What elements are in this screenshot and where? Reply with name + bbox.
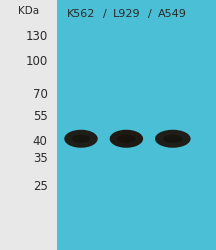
Text: 130: 130 bbox=[25, 30, 48, 43]
Text: /: / bbox=[103, 9, 107, 19]
Text: KDa: KDa bbox=[17, 6, 39, 16]
Ellipse shape bbox=[72, 135, 90, 143]
Text: /: / bbox=[148, 9, 152, 19]
Text: A549: A549 bbox=[158, 9, 187, 19]
Text: L929: L929 bbox=[113, 9, 140, 19]
Text: K562: K562 bbox=[67, 9, 95, 19]
Ellipse shape bbox=[110, 130, 143, 148]
Text: 35: 35 bbox=[33, 152, 48, 165]
Text: 70: 70 bbox=[33, 88, 48, 102]
Ellipse shape bbox=[155, 130, 191, 148]
Text: 25: 25 bbox=[33, 180, 48, 193]
Text: 100: 100 bbox=[25, 55, 48, 68]
Ellipse shape bbox=[117, 135, 136, 143]
Ellipse shape bbox=[163, 135, 183, 143]
Text: 55: 55 bbox=[33, 110, 48, 123]
Text: 40: 40 bbox=[33, 135, 48, 148]
Ellipse shape bbox=[64, 130, 98, 148]
